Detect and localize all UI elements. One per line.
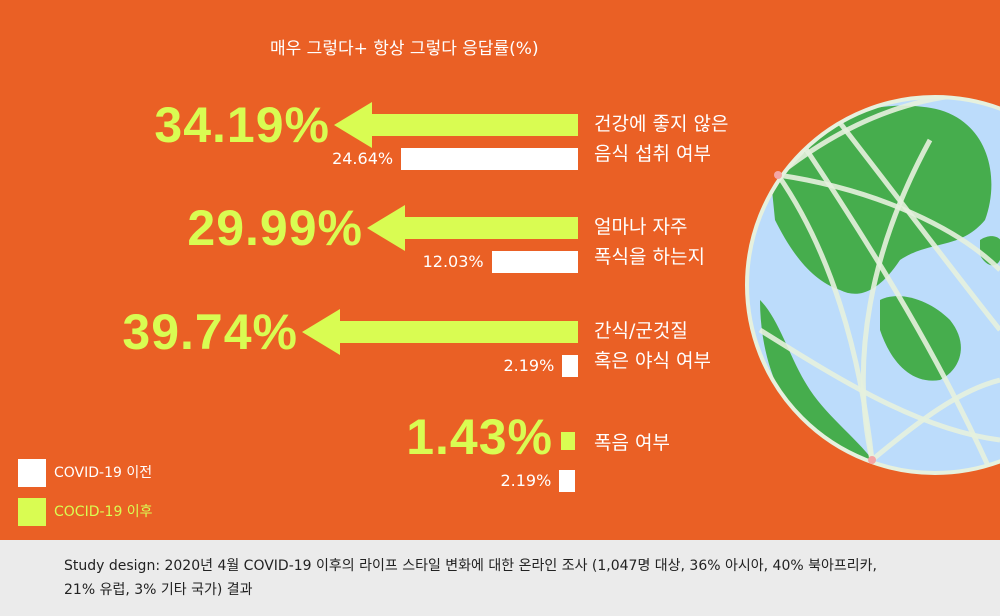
legend-swatch-before	[18, 459, 46, 487]
globe-gridline	[870, 377, 1000, 462]
legend-swatch-after	[18, 498, 46, 526]
bar-before	[559, 470, 575, 492]
category-label-line: 혹은 야식 여부	[594, 350, 711, 372]
globe-outline	[745, 95, 1000, 475]
chart-title: 매우 그렇다+ 항상 그렇다 응답률(%)	[270, 39, 539, 59]
globe-gridline	[758, 327, 1000, 443]
footer-line: Study design: 2020년 4월 COVID-19 이후의 라이프 …	[64, 558, 877, 574]
category-label-line: 얼마나 자주	[594, 216, 688, 238]
arrow-shape	[302, 309, 578, 355]
globe-gridline	[828, 108, 1000, 332]
value-label-before: 24.64%	[332, 149, 394, 168]
globe-node	[774, 171, 782, 179]
footer: Study design: 2020년 4월 COVID-19 이후의 라이프 …	[0, 540, 1000, 616]
category-label-line: 건강에 좋지 않은	[594, 113, 729, 135]
value-label-before: 2.19%	[500, 471, 552, 490]
bar-before	[401, 148, 578, 170]
arrow-after	[367, 205, 578, 251]
value-label-before: 12.03%	[422, 252, 484, 271]
value-label-after: 29.99%	[187, 200, 363, 256]
globe-gridline	[860, 138, 933, 461]
legend-label-before: COVID-19 이전	[54, 465, 153, 481]
category-label: 폭음 여부	[594, 428, 670, 458]
value-label-before: 2.19%	[503, 356, 555, 375]
globe-gridline	[797, 138, 993, 472]
footer-note: Study design: 2020년 4월 COVID-19 이후의 라이프 …	[64, 554, 944, 602]
category-label-line: 폭음 여부	[594, 432, 670, 454]
category-label-line: 음식 섭취 여부	[594, 143, 711, 165]
category-label-line: 폭식을 하는지	[594, 246, 705, 268]
bar-before	[562, 355, 578, 377]
footer-line: 21% 유럽, 3% 기타 국가) 결과	[64, 582, 253, 598]
globe-illustration	[745, 95, 1000, 475]
legend-label-after: COCID-19 이후	[54, 504, 153, 520]
category-label-line: 간식/군것질	[594, 320, 688, 342]
value-label-after: 39.74%	[122, 304, 298, 360]
value-label-after: 1.43%	[406, 409, 553, 465]
bar-after	[561, 432, 575, 450]
globe-node	[868, 456, 876, 464]
arrow-after	[334, 102, 578, 148]
value-label-after: 34.19%	[154, 97, 330, 153]
arrow-shape	[334, 102, 578, 148]
bar-before	[491, 251, 578, 273]
arrow-shape	[367, 205, 578, 251]
chart-panel: 매우 그렇다+ 항상 그렇다 응답률(%) 34.19% 24.64% 건강에 좋지…	[0, 0, 1000, 540]
arrow-after	[302, 309, 578, 355]
